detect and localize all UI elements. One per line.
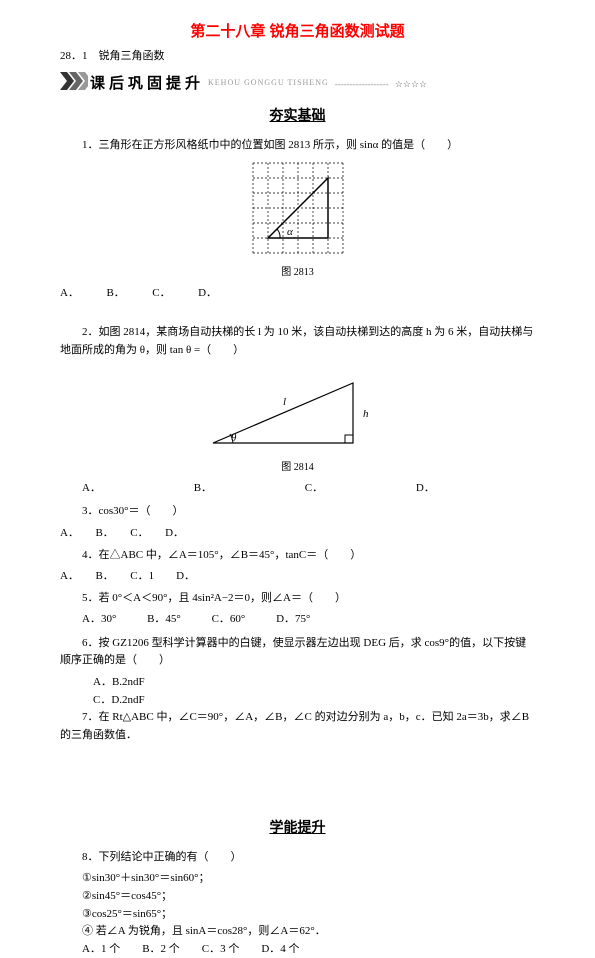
q8-line3: ③cos25°＝sin65°； (82, 906, 535, 924)
opt-5b: B．45° (147, 613, 181, 625)
question-4: 4．在△ABC 中，∠A＝105°，∠B＝45°，tanC＝（ ） (60, 547, 535, 565)
figure-2: θ l h 图 28­1­4 (60, 363, 535, 476)
svg-text:α: α (287, 226, 293, 238)
opt-2d: D． (416, 482, 435, 494)
question-4-options: A． B． C．1 D． (60, 568, 535, 586)
q8-line1: ①sin30°＋sin30°＝sin60°； (82, 870, 535, 888)
question-2-options: A． B． C． D． (82, 480, 535, 498)
figure-1: α 图 28­1­3 (60, 158, 535, 281)
svg-text:h: h (363, 408, 369, 420)
section-header-2: 学能提升 (60, 816, 535, 838)
question-6: 6．按 GZ1206 型科学计算器中的白键，使显示器左边出现 DEG 后，求 c… (60, 635, 535, 670)
opt-2c: C． (305, 482, 323, 494)
figure-1-caption: 图 28­1­3 (60, 265, 535, 281)
svg-text:l: l (283, 396, 286, 408)
figure-2-caption: 图 28­1­4 (60, 460, 535, 476)
opt-5c: C．60° (212, 613, 246, 625)
question-3-options: A． B． C． D． (60, 525, 535, 543)
banner-sub: KEHOU GONGGU TISHENG (208, 77, 329, 90)
opt-2b: B． (194, 482, 212, 494)
chevron-icon (60, 72, 88, 97)
section-number: 28．1 锐角三角函数 (60, 48, 535, 66)
chapter-title: 第二十八章 锐角三角函数测试题 (60, 20, 535, 44)
opt-5a: A．30° (82, 613, 116, 625)
q8-line2: ②sin45°＝cos45°； (82, 888, 535, 906)
question-6-options-a: A．B.2ndF (93, 674, 535, 692)
opt-5d: D．75° (276, 613, 310, 625)
q8-line4: ④ 若∠A 为锐角，且 sinA＝cos28°，则∠A＝62°． (82, 923, 535, 941)
question-8: 8．下列结论中正确的有（ ） (60, 849, 535, 867)
banner-row: 课后巩固提升 KEHOU GONGGU TISHENG ------------… (60, 72, 535, 97)
question-1-options: A． B． C． D． (60, 285, 535, 303)
question-5: 5．若 0°＜A＜90°，且 4sin²A−2＝0，则∠A＝（ ） (60, 590, 535, 608)
svg-text:θ: θ (231, 432, 237, 444)
question-3: 3．cos30°＝（ ） (60, 503, 535, 521)
question-2: 2．如图 28­1­4，某商场自动扶梯的长 l 为 10 米，该自动扶梯到达的高… (60, 324, 535, 359)
question-1: 1．三角形在正方形风格纸巾中的位置如图 28­1­3 所示，则 sinα 的值是… (60, 137, 535, 155)
banner-text: 课后巩固提升 (90, 72, 204, 96)
opt-2a: A． (82, 482, 101, 494)
banner-stars: ☆☆☆☆ (395, 77, 427, 91)
banner-dashes: ------------------ (335, 77, 389, 91)
question-6-options-c: C．D.2ndF (93, 692, 535, 710)
question-8-options: A．1 个 B．2 个 C．3 个 D．4 个 (82, 941, 535, 958)
question-7: 7．在 Rt△ABC 中，∠C＝90°，∠A，∠B，∠C 的对边分别为 a，b，… (60, 709, 535, 744)
section-header-1: 夯实基础 (60, 104, 535, 126)
question-5-options: A．30° B．45° C．60° D．75° (82, 611, 535, 629)
spacer (60, 748, 535, 808)
